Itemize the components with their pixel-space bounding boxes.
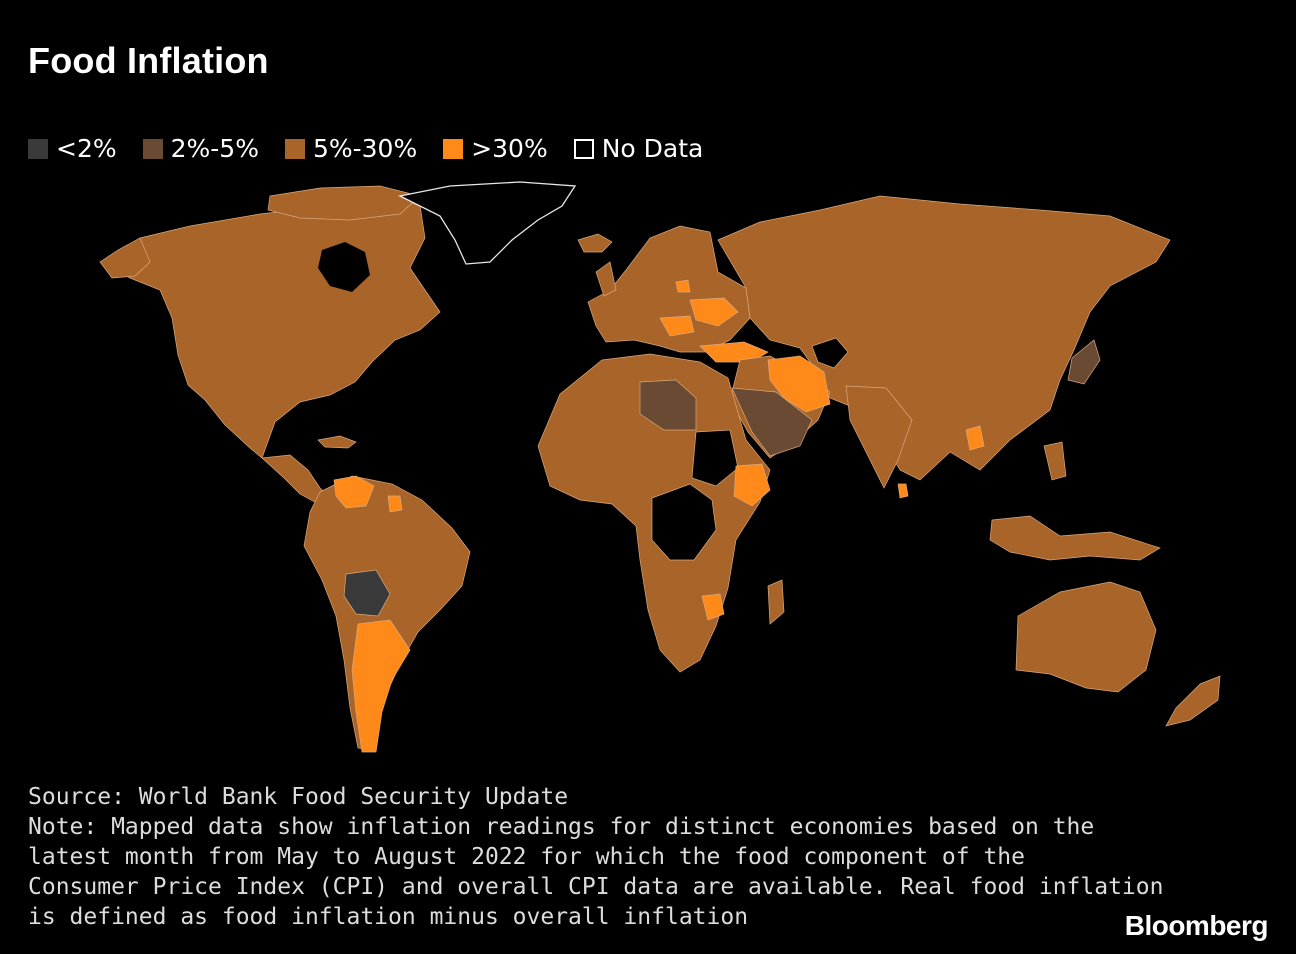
region-central-africa — [651, 483, 717, 561]
region-baltics — [675, 279, 691, 293]
region-caribbean — [317, 435, 357, 449]
region-venezuela — [333, 475, 375, 509]
region-ukraine — [689, 297, 739, 327]
hudson-bay — [318, 242, 370, 292]
region-zimbabwe — [701, 593, 725, 621]
region-afghanistan — [811, 337, 849, 369]
region-north-america — [99, 197, 441, 459]
legend-item-gt30: >30% — [443, 134, 548, 163]
legend-swatch-nodata — [573, 138, 594, 159]
region-japan — [1067, 339, 1101, 385]
legend-label-2to5: 2%-5% — [170, 134, 259, 163]
region-russia-asia — [717, 195, 1171, 481]
region-australia — [1015, 581, 1157, 693]
region-greenland — [398, 181, 577, 265]
region-argentina — [351, 619, 411, 753]
chart-title: Food Inflation — [28, 40, 269, 81]
legend-label-nodata: No Data — [601, 134, 704, 163]
note-line-4: is defined as food inflation minus overa… — [28, 904, 749, 930]
world-map — [99, 181, 1221, 753]
region-saudi-arabia — [731, 387, 813, 457]
region-arctic-islands — [267, 185, 421, 221]
legend-item-5to30: 5%-30% — [284, 134, 418, 163]
region-alaska — [99, 237, 151, 279]
legend: <2% 2%-5% 5%-30% >30% No Data — [28, 134, 703, 163]
region-india — [845, 385, 913, 489]
note-line-2: latest month from May to August 2022 for… — [28, 844, 1025, 870]
region-iceland — [577, 233, 613, 253]
region-sri-lanka — [897, 483, 909, 499]
region-suriname — [387, 495, 403, 513]
region-uk — [595, 261, 617, 297]
region-laos — [965, 425, 985, 451]
legend-swatch-lt2 — [28, 138, 48, 159]
region-bolivia — [343, 569, 391, 617]
region-new-zealand — [1165, 675, 1221, 727]
legend-swatch-2to5 — [142, 138, 163, 159]
region-southeast-asia-islands — [989, 515, 1161, 561]
note-line-1: Note: Mapped data show inflation reading… — [28, 814, 1095, 840]
region-libya — [639, 379, 697, 431]
legend-item-nodata: No Data — [573, 134, 704, 163]
notes: Source: World Bank Food Security Update … — [28, 782, 1164, 932]
legend-label-5to30: 5%-30% — [312, 134, 418, 163]
legend-swatch-5to30 — [284, 138, 305, 159]
source-line: Source: World Bank Food Security Update — [28, 784, 569, 810]
legend-swatch-gt30 — [443, 138, 464, 159]
legend-item-2to5: 2%-5% — [142, 134, 259, 163]
region-sudan — [691, 429, 739, 487]
note-line-3: Consumer Price Index (CPI) and overall C… — [28, 874, 1164, 900]
region-south-america — [303, 475, 471, 751]
legend-label-gt30: >30% — [471, 134, 548, 163]
bloomberg-logo: Bloomberg — [1124, 910, 1269, 941]
region-ethiopia — [733, 463, 771, 507]
region-iran — [767, 355, 831, 413]
legend-label-lt2: <2% — [56, 134, 117, 163]
legend-item-lt2: <2% — [28, 134, 117, 163]
region-philippines — [1043, 441, 1067, 481]
region-hungary — [659, 315, 695, 337]
region-madagascar — [767, 579, 785, 625]
